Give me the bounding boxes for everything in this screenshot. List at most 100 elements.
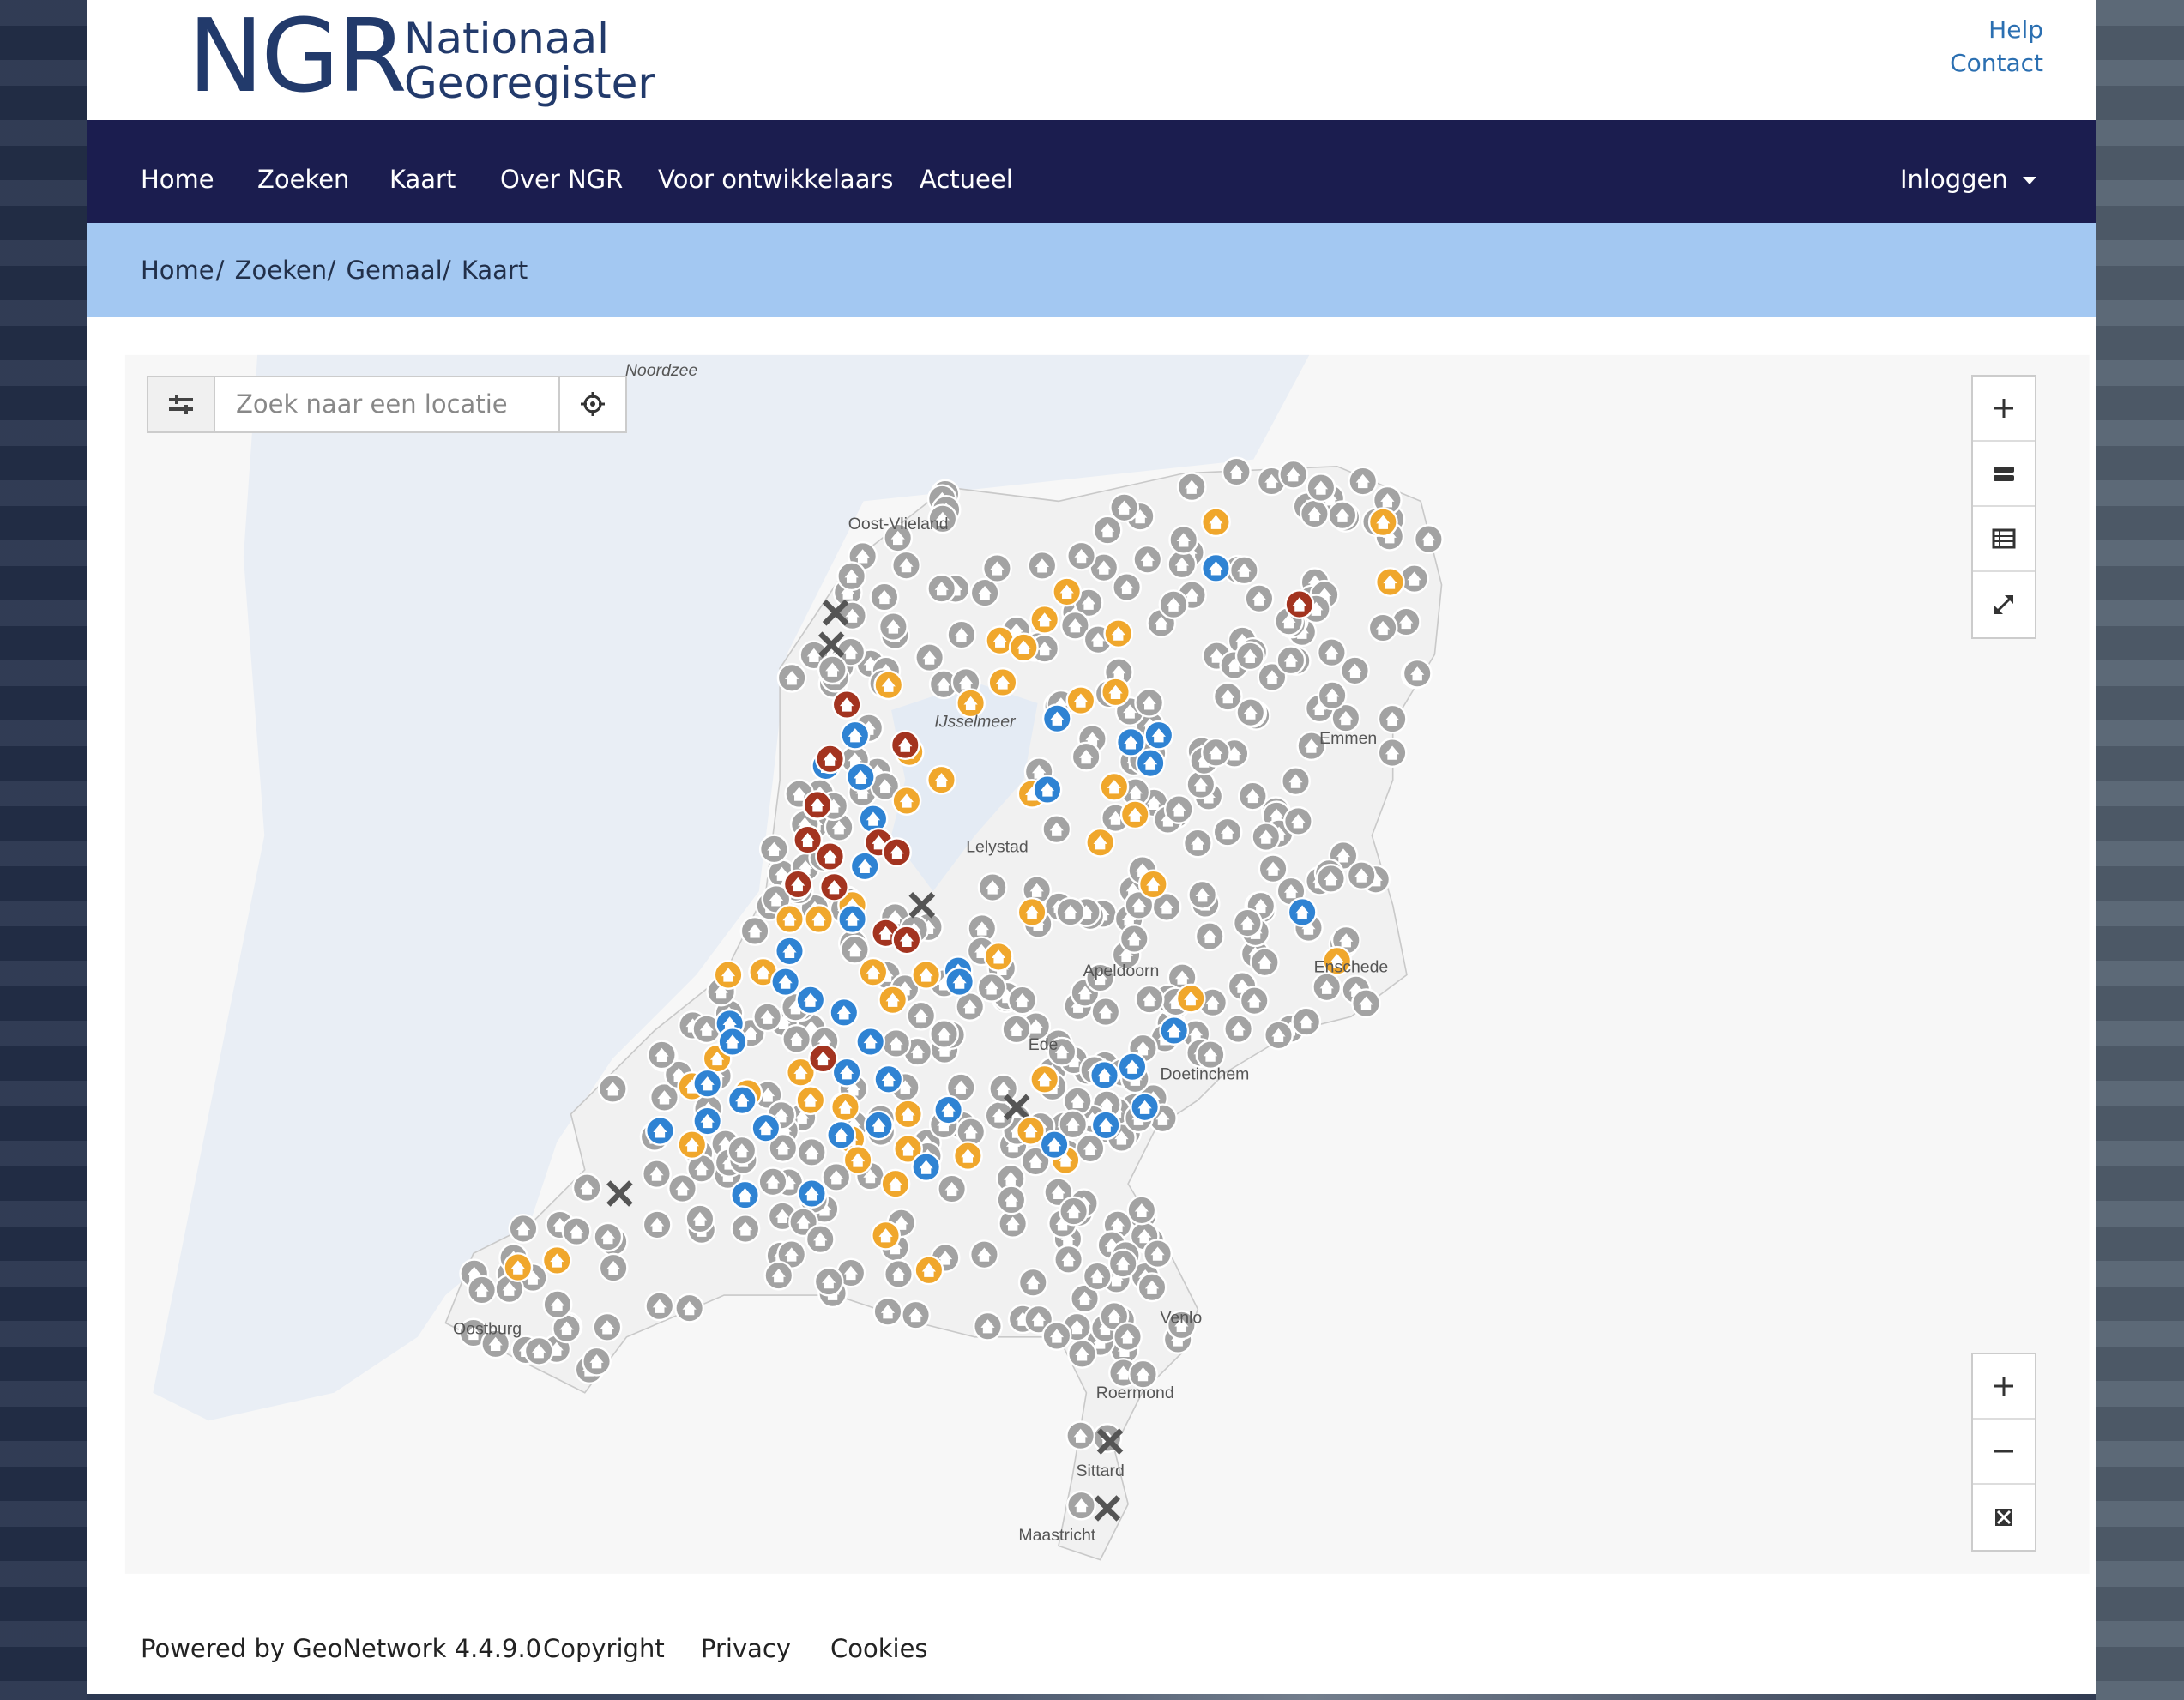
marker[interactable] — [1065, 685, 1096, 716]
marker[interactable] — [1135, 748, 1166, 779]
marker[interactable] — [826, 1119, 857, 1150]
marker[interactable] — [730, 1214, 761, 1245]
marker[interactable] — [1175, 983, 1206, 1014]
marker[interactable] — [829, 997, 860, 1028]
marker[interactable] — [1020, 1146, 1051, 1177]
marker[interactable] — [1198, 987, 1228, 1018]
marker[interactable] — [890, 730, 920, 761]
marker[interactable] — [831, 690, 862, 720]
marker[interactable] — [1317, 680, 1348, 711]
marker[interactable] — [674, 1293, 705, 1323]
marker[interactable] — [911, 960, 942, 990]
locate-button[interactable] — [558, 377, 625, 431]
marker[interactable] — [776, 662, 807, 693]
marker[interactable] — [523, 1335, 554, 1366]
marker[interactable] — [646, 1040, 677, 1070]
marker[interactable] — [1132, 544, 1163, 575]
marker[interactable] — [775, 904, 805, 935]
marker[interactable] — [1103, 618, 1134, 649]
marker[interactable] — [1232, 907, 1263, 938]
help-link[interactable]: Help — [1988, 15, 2043, 44]
marker[interactable] — [911, 1152, 942, 1183]
contact-link[interactable]: Contact — [1950, 49, 2043, 77]
marker[interactable] — [830, 1092, 860, 1123]
marker[interactable] — [1128, 1359, 1158, 1390]
marker[interactable] — [808, 1043, 838, 1074]
marker[interactable] — [883, 522, 914, 553]
marker[interactable] — [571, 1173, 602, 1203]
marker[interactable] — [727, 1135, 757, 1166]
marker[interactable] — [1182, 828, 1213, 859]
marker[interactable] — [768, 1132, 799, 1163]
marker[interactable] — [1367, 612, 1398, 643]
marker[interactable] — [508, 1213, 539, 1244]
marker[interactable] — [813, 1266, 844, 1297]
marker[interactable] — [1348, 466, 1379, 497]
marker[interactable] — [763, 1260, 794, 1291]
marker[interactable] — [1126, 1195, 1157, 1226]
marker[interactable] — [1200, 737, 1231, 768]
marker[interactable] — [815, 841, 846, 871]
marker[interactable] — [1249, 947, 1280, 978]
marker[interactable] — [1058, 1109, 1089, 1140]
marker[interactable] — [967, 913, 998, 943]
marker[interactable] — [685, 1203, 715, 1234]
marker[interactable] — [1075, 1133, 1106, 1164]
marker[interactable] — [906, 1000, 937, 1031]
marker[interactable] — [1059, 1196, 1089, 1227]
marker[interactable] — [1073, 588, 1104, 618]
marker[interactable] — [1312, 972, 1342, 1003]
marker[interactable] — [840, 720, 871, 751]
marker[interactable] — [1291, 1006, 1322, 1037]
marker[interactable] — [849, 851, 880, 882]
marker[interactable] — [1066, 1490, 1096, 1521]
marker[interactable] — [976, 972, 1007, 1003]
marker[interactable] — [561, 1216, 592, 1247]
marker[interactable] — [1099, 1300, 1130, 1331]
logo[interactable]: NGR — [188, 0, 407, 115]
marker[interactable] — [944, 967, 975, 998]
marker[interactable] — [1316, 637, 1347, 668]
marker[interactable] — [1059, 610, 1090, 641]
marker[interactable] — [1235, 697, 1266, 728]
marker[interactable] — [1187, 879, 1218, 910]
marker[interactable] — [1113, 1322, 1143, 1353]
marker[interactable] — [1143, 720, 1174, 751]
footer-link[interactable]: Privacy — [701, 1634, 791, 1663]
marker[interactable] — [871, 1220, 902, 1251]
marker[interactable] — [598, 1252, 629, 1283]
marker[interactable] — [781, 1023, 812, 1054]
marker[interactable] — [882, 837, 913, 868]
marker[interactable] — [1234, 641, 1265, 672]
marker[interactable] — [988, 1073, 1019, 1104]
marker[interactable] — [880, 1168, 911, 1199]
marker[interactable] — [1413, 524, 1444, 554]
marker[interactable] — [751, 1112, 781, 1143]
marker[interactable] — [985, 625, 1016, 656]
marker[interactable] — [1085, 962, 1116, 993]
marker[interactable] — [1377, 703, 1408, 734]
marker[interactable] — [1053, 1244, 1084, 1275]
marker[interactable] — [817, 654, 848, 685]
map[interactable]: Noordzee Oost-Vlieland IJsselmeer Lelystad A… — [87, 317, 2096, 1604]
marker[interactable] — [981, 553, 1012, 583]
marker[interactable] — [1041, 1321, 1072, 1351]
marker[interactable] — [831, 1057, 862, 1088]
marker[interactable] — [969, 577, 1000, 608]
marker[interactable] — [1195, 1040, 1226, 1070]
marker[interactable] — [1159, 1016, 1190, 1046]
marker[interactable] — [667, 1173, 697, 1204]
footer-link[interactable]: Copyright — [543, 1634, 665, 1663]
marker[interactable] — [1374, 567, 1405, 598]
marker[interactable] — [956, 688, 986, 719]
marker[interactable] — [914, 642, 945, 673]
marker[interactable] — [926, 764, 956, 795]
marker[interactable] — [692, 1068, 723, 1099]
marker[interactable] — [776, 1239, 807, 1269]
marker[interactable] — [1115, 726, 1146, 757]
marker[interactable] — [1066, 540, 1097, 571]
marker[interactable] — [1015, 1115, 1046, 1146]
marker[interactable] — [933, 1094, 964, 1125]
marker[interactable] — [881, 1028, 912, 1058]
marker[interactable] — [927, 503, 958, 534]
